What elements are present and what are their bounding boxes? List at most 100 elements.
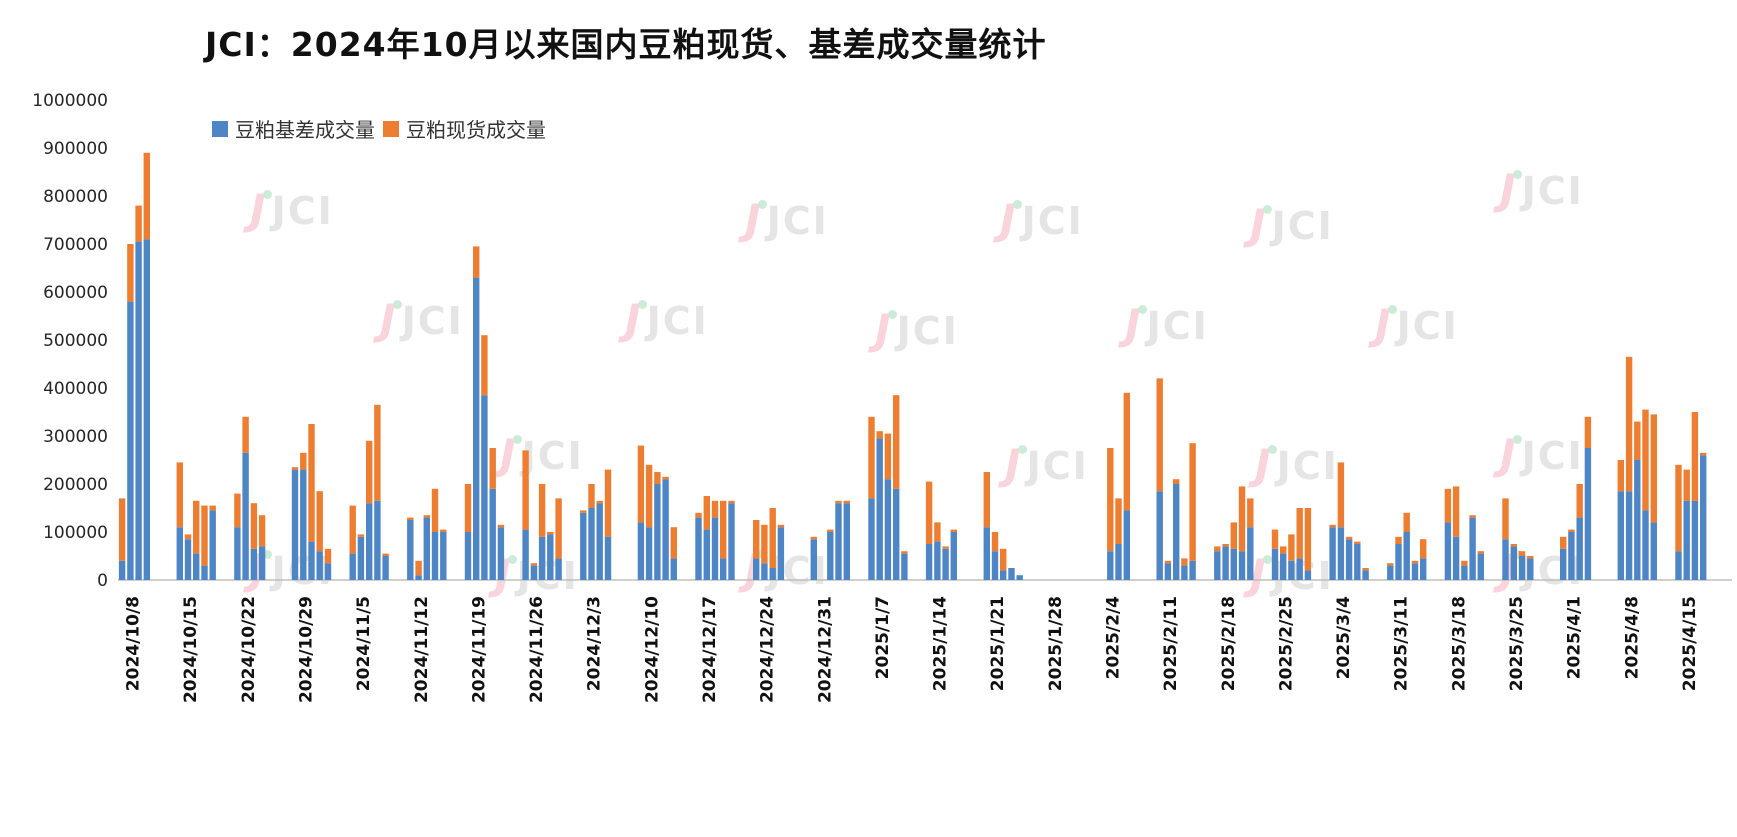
bar-spot-segment xyxy=(695,512,702,518)
bar-spot-segment xyxy=(777,524,785,528)
bar-basis-segment xyxy=(991,551,999,580)
bar-spot-segment xyxy=(1584,416,1592,448)
bar-basis-segment xyxy=(1271,548,1279,580)
y-axis-tick-label: 600000 xyxy=(43,283,108,303)
bar-spot-segment xyxy=(884,433,892,480)
y-axis-tick-label: 200000 xyxy=(43,475,108,495)
y-axis-tick-label: 900000 xyxy=(43,139,108,159)
bar-basis-segment xyxy=(382,556,389,580)
bar-spot-segment xyxy=(1420,539,1427,559)
bar-spot-segment xyxy=(308,424,315,542)
bar-basis-segment xyxy=(934,541,941,580)
bar-basis-segment xyxy=(366,503,373,580)
bar-basis-segment xyxy=(1230,548,1237,580)
bar-spot-segment xyxy=(868,416,875,499)
bar-spot-segment xyxy=(703,496,710,530)
bar-spot-segment xyxy=(1617,460,1624,492)
bar-spot-segment xyxy=(720,500,727,559)
bar-basis-segment xyxy=(440,532,447,580)
bar-basis-segment xyxy=(703,529,710,580)
bar-spot-segment xyxy=(1527,556,1534,559)
x-axis-tick-label: 2025/4/15 xyxy=(1680,596,1700,691)
bar-basis-segment xyxy=(234,527,241,580)
bar-spot-segment xyxy=(654,472,661,484)
bar-spot-segment xyxy=(464,484,472,532)
bar-spot-segment xyxy=(440,529,447,532)
bar-spot-segment xyxy=(1395,536,1402,544)
bar-basis-segment xyxy=(1502,539,1509,580)
bar-basis-segment xyxy=(604,536,612,580)
bar-basis-segment xyxy=(431,532,439,580)
bar-spot-segment xyxy=(1634,421,1641,460)
bar-spot-segment xyxy=(1568,529,1575,532)
bar-spot-segment xyxy=(1691,412,1699,501)
bar-basis-segment xyxy=(415,575,422,580)
bar-spot-segment xyxy=(234,493,241,528)
bar-spot-segment xyxy=(522,450,529,530)
bar-spot-segment xyxy=(1156,378,1163,492)
bar-basis-segment xyxy=(662,479,669,580)
bar-basis-segment xyxy=(242,452,249,580)
x-axis-tick-label: 2025/1/21 xyxy=(988,596,1008,691)
bar-spot-segment xyxy=(1181,558,1188,566)
x-axis-tick-label: 2025/3/18 xyxy=(1449,596,1469,691)
bar-basis-segment xyxy=(1189,560,1196,580)
bar-spot-segment xyxy=(258,515,266,547)
bar-spot-segment xyxy=(184,534,192,540)
bar-spot-segment xyxy=(827,529,834,532)
legend-item-spot: 豆粕现货成交量 xyxy=(383,114,546,143)
legend-swatch-spot xyxy=(383,120,399,137)
bar-spot-segment xyxy=(431,488,439,532)
bar-basis-segment xyxy=(1222,546,1229,580)
y-axis-tick-label: 500000 xyxy=(43,331,108,351)
bar-spot-segment xyxy=(382,553,389,556)
bar-basis-segment xyxy=(720,558,727,580)
x-axis-tick-label: 2025/2/4 xyxy=(1104,596,1124,680)
bar-spot-segment xyxy=(901,551,908,554)
legend-label-basis: 豆粕基差成交量 xyxy=(235,118,375,142)
bar-spot-segment xyxy=(1000,548,1007,571)
bar-basis-segment xyxy=(1420,558,1427,580)
bar-basis-segment xyxy=(316,551,323,580)
bar-basis-segment xyxy=(761,563,768,580)
bar-basis-segment xyxy=(1518,556,1526,580)
bar-basis-segment xyxy=(711,517,719,580)
bar-basis-segment xyxy=(588,508,595,580)
x-axis-tick-label: 2024/10/29 xyxy=(297,596,317,703)
bar-spot-segment xyxy=(983,472,990,528)
bar-spot-segment xyxy=(143,152,150,240)
bar-basis-segment xyxy=(407,520,414,580)
bar-basis-segment xyxy=(1016,575,1023,580)
x-axis-tick-label: 2024/12/24 xyxy=(758,596,778,703)
chart-legend: 豆粕基差成交量 豆粕现货成交量 xyxy=(212,114,550,143)
bar-basis-segment xyxy=(1000,570,1007,580)
bar-spot-segment xyxy=(242,416,249,453)
bar-basis-segment xyxy=(1362,570,1369,580)
bar-spot-segment xyxy=(1222,544,1229,547)
bar-spot-segment xyxy=(835,500,842,504)
bar-basis-segment xyxy=(497,527,505,580)
bar-basis-segment xyxy=(1527,558,1534,580)
bar-basis-segment xyxy=(1247,527,1254,580)
bar-spot-segment xyxy=(728,500,735,504)
bar-spot-segment xyxy=(1280,546,1287,554)
bar-spot-segment xyxy=(876,431,883,439)
bar-basis-segment xyxy=(884,479,892,580)
bar-spot-segment xyxy=(942,546,949,549)
bar-spot-segment xyxy=(127,244,134,302)
bar-spot-segment xyxy=(1304,508,1312,571)
bar-basis-segment xyxy=(1675,551,1682,580)
bar-basis-segment xyxy=(201,565,208,580)
bar-basis-segment xyxy=(1403,532,1410,580)
bar-basis-segment xyxy=(1461,565,1468,580)
bar-basis-segment xyxy=(143,239,150,580)
bar-spot-segment xyxy=(176,462,183,528)
bar-basis-segment xyxy=(300,469,307,580)
bar-spot-segment xyxy=(1387,563,1394,566)
bar-spot-segment xyxy=(1625,356,1633,492)
bar-spot-segment xyxy=(580,510,587,513)
bar-spot-segment xyxy=(670,527,677,559)
bar-spot-segment xyxy=(1675,464,1682,552)
